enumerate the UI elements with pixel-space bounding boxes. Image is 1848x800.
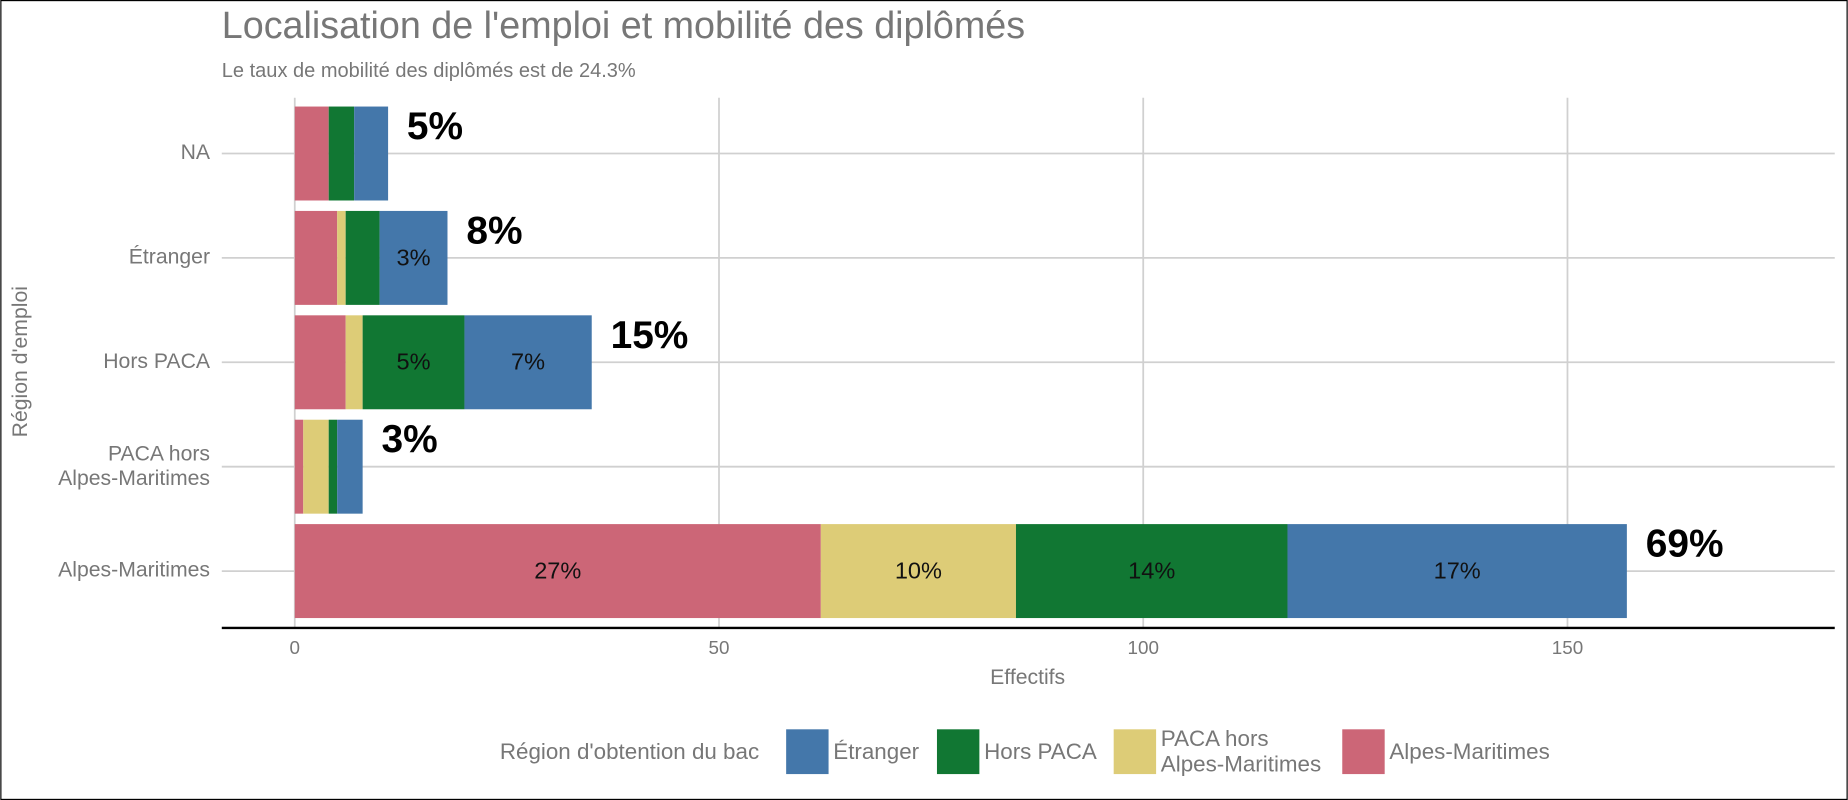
bar-segment [464, 315, 592, 410]
bar-segment [294, 419, 304, 514]
chart-title: Localisation de l'emploi et mobilité des… [222, 4, 1025, 46]
segment-label: 7% [511, 349, 545, 375]
bar-segment [294, 315, 346, 410]
legend-swatch [936, 729, 980, 775]
legend-label: Hors PACA [984, 739, 1097, 764]
legend-swatch [1342, 729, 1385, 775]
segment-label: 5% [397, 349, 431, 375]
bar-segment [337, 419, 363, 514]
bar-segment [337, 210, 346, 305]
legend-label: Alpes-Maritimes [1389, 739, 1549, 764]
y-tick-label: Alpes-Maritimes [58, 559, 210, 582]
bar-segment [294, 106, 329, 201]
y-tick-label: Étranger [129, 244, 210, 269]
y-tick-label: NA [181, 141, 211, 164]
x-tick-label: 150 [1552, 637, 1583, 658]
legend-swatch [786, 729, 829, 775]
y-axis-title: Région d'emploi [9, 286, 32, 437]
x-tick-label: 100 [1128, 637, 1159, 658]
segment-label: 10% [895, 557, 942, 583]
total-label: 5% [407, 105, 463, 148]
bar-segment [345, 210, 380, 305]
legend-swatch [1113, 729, 1157, 775]
x-tick-label: 50 [709, 637, 730, 658]
total-label: 3% [381, 418, 437, 461]
y-tick-label: Hors PACA [103, 350, 211, 373]
total-label: 69% [1646, 523, 1724, 566]
bar-segment [303, 419, 329, 514]
legend-title: Région d'obtention du bac [500, 739, 759, 764]
segment-label: 3% [397, 244, 431, 270]
segment-label: 17% [1434, 557, 1481, 583]
segment-label: 14% [1128, 557, 1175, 583]
total-label: 15% [611, 314, 689, 357]
total-label: 8% [466, 209, 522, 252]
bar-segment [1015, 524, 1288, 619]
bar-segment [1287, 524, 1627, 619]
bar-segment [354, 106, 389, 201]
bar-segment [294, 210, 338, 305]
bar-segment [362, 315, 465, 410]
x-tick-label: 0 [290, 637, 300, 658]
x-axis-title: Effectifs [990, 666, 1065, 689]
legend-label: PACA hors Alpes-Maritimes [1161, 726, 1321, 777]
bar-segment [328, 106, 355, 201]
legend-label: Étranger [833, 739, 919, 764]
bar-segment [328, 419, 338, 514]
y-tick-label: PACA hors Alpes-Maritimes [58, 442, 210, 489]
bar-segment [345, 315, 363, 410]
bar-segment [294, 524, 821, 619]
bar-segment [379, 210, 448, 305]
bar-segment [820, 524, 1016, 619]
chart-subtitle: Le taux de mobilité des diplômés est de … [222, 60, 636, 82]
segment-label: 27% [534, 557, 581, 583]
